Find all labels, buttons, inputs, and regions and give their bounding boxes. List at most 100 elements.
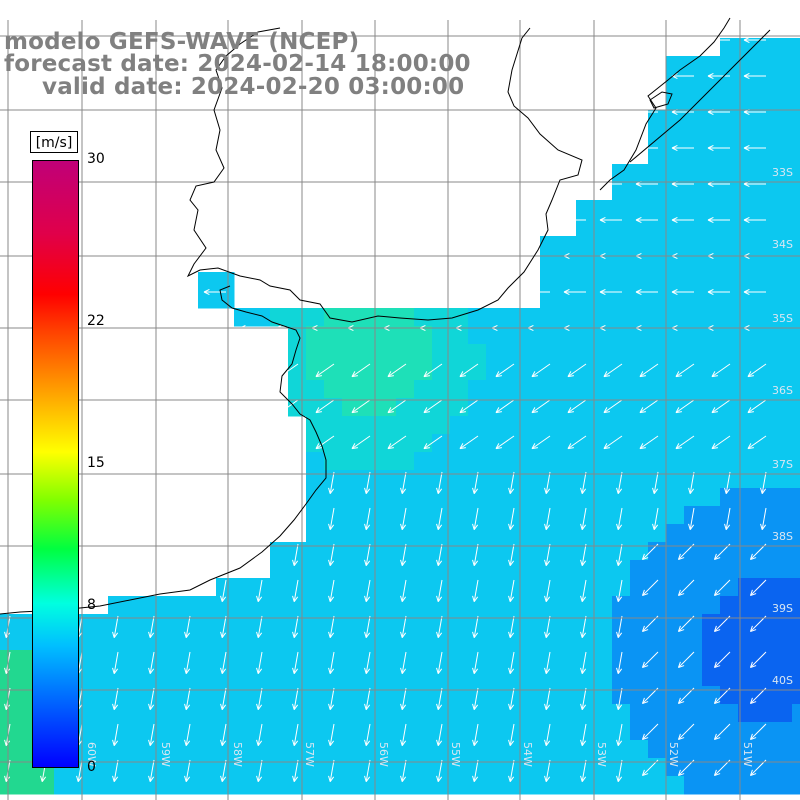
wind-cell — [540, 506, 559, 525]
wind-cell — [702, 272, 721, 291]
wind-cell — [738, 398, 757, 417]
wind-cell — [342, 704, 361, 723]
wind-cell — [666, 128, 685, 147]
wind-cell — [630, 650, 649, 669]
wind-cell — [630, 524, 649, 543]
wind-cell — [702, 236, 721, 255]
wind-cell — [612, 650, 631, 669]
wind-cell — [684, 92, 703, 111]
wind-cell — [18, 740, 37, 759]
wind-cell — [504, 452, 523, 471]
wind-cell — [576, 542, 595, 561]
wind-cell — [774, 182, 793, 201]
wind-arrow — [364, 759, 371, 782]
wind-cell — [306, 542, 325, 561]
wind-cell — [216, 740, 235, 759]
wind-cell — [396, 632, 415, 651]
wind-cell — [396, 758, 415, 777]
wind-arrow — [713, 579, 731, 597]
wind-cell — [720, 362, 739, 381]
wind-cell — [648, 452, 667, 471]
wind-cell — [648, 650, 667, 669]
wind-cell — [720, 596, 739, 615]
wind-cell — [666, 740, 685, 759]
wind-cell — [540, 758, 559, 777]
wind-arrow — [508, 723, 515, 746]
wind-arrow — [292, 543, 299, 566]
wind-cell — [342, 632, 361, 651]
wind-arrow — [641, 687, 659, 705]
wind-cell — [576, 704, 595, 723]
wind-arrow — [148, 723, 155, 746]
wind-cell — [648, 326, 667, 345]
wind-cell — [540, 560, 559, 579]
forecast-date: forecast date: 2024-02-14 18:00:00 — [4, 51, 471, 77]
wind-arrow — [743, 72, 766, 80]
wind-arrow — [544, 471, 551, 494]
wind-arrow — [749, 651, 767, 669]
wind-cell — [684, 452, 703, 471]
wind-cell — [756, 560, 775, 579]
wind-cell — [558, 776, 577, 795]
wind-cell — [612, 578, 631, 597]
wind-arrow — [364, 543, 371, 566]
wind-cell — [396, 344, 415, 363]
wind-arrow — [675, 435, 695, 450]
wind-cell — [792, 722, 800, 741]
wind-cell — [0, 722, 19, 741]
wind-cell — [594, 758, 613, 777]
wind-cell — [270, 668, 289, 687]
wind-arrow — [544, 579, 551, 602]
wind-cell — [684, 110, 703, 129]
longitude-label: 53W — [595, 742, 608, 767]
wind-cell — [504, 650, 523, 669]
wind-cell — [594, 704, 613, 723]
wind-cell — [702, 128, 721, 147]
wind-cell — [108, 632, 127, 651]
wind-arrow — [400, 579, 407, 602]
wind-cell — [594, 506, 613, 525]
wind-cell — [396, 506, 415, 525]
wind-cell — [540, 668, 559, 687]
wind-arrow — [580, 471, 587, 494]
wind-cell — [720, 182, 739, 201]
wind-cell — [684, 740, 703, 759]
wind-cell — [738, 272, 757, 291]
wind-cell — [684, 434, 703, 453]
wind-cell — [342, 686, 361, 705]
wind-cell — [666, 704, 685, 723]
wind-cell — [396, 704, 415, 723]
wind-cell — [450, 470, 469, 489]
wind-cell — [630, 308, 649, 327]
wind-arrow — [677, 651, 695, 669]
wind-cell — [360, 758, 379, 777]
wind-cell — [540, 452, 559, 471]
wind-cell — [666, 686, 685, 705]
wind-cell — [792, 290, 800, 309]
wind-cell — [270, 758, 289, 777]
wind-cell — [666, 776, 685, 795]
wind-cell — [774, 758, 793, 777]
wind-cell — [630, 164, 649, 183]
wind-cell — [594, 722, 613, 741]
wind-cell — [720, 632, 739, 651]
longitude-label: 59W — [159, 742, 172, 767]
wind-cell — [306, 686, 325, 705]
wind-cell — [306, 398, 325, 417]
wind-arrow — [220, 687, 227, 710]
wind-arrow — [220, 579, 227, 602]
wind-arrow — [148, 651, 155, 674]
wind-cell — [774, 560, 793, 579]
wind-cell — [702, 668, 721, 687]
wind-arrow — [351, 435, 371, 450]
wind-cell — [792, 218, 800, 237]
wind-cell — [486, 506, 505, 525]
wind-arrow — [508, 543, 515, 566]
wind-cell — [540, 596, 559, 615]
wind-arrow — [292, 723, 299, 746]
wind-cell — [612, 434, 631, 453]
wind-cell — [666, 542, 685, 561]
wind-arrow — [508, 687, 515, 710]
wind-cell — [126, 686, 145, 705]
wind-cell — [288, 704, 307, 723]
